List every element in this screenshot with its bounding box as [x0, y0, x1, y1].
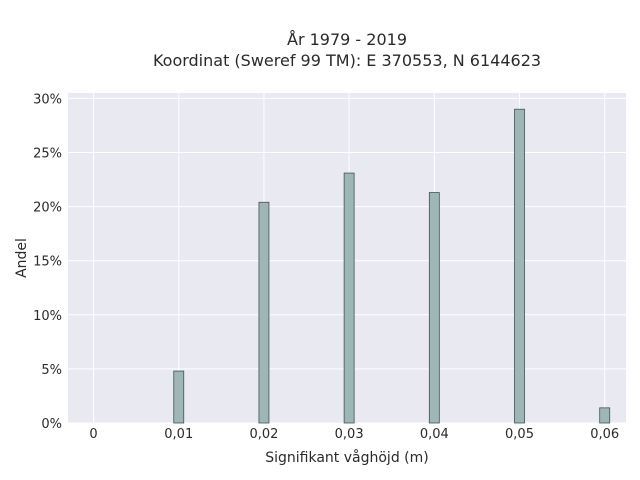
x-tick-label: 0,05	[505, 427, 534, 442]
bars	[173, 108, 611, 424]
bar	[343, 172, 355, 424]
x-tick-label: 0	[89, 427, 97, 442]
y-axis-label: Andel	[14, 238, 30, 278]
x-tick-label: 0,01	[164, 427, 193, 442]
y-tick-label: 5%	[41, 363, 62, 378]
y-tick-label: 20%	[33, 201, 62, 216]
x-axis-ticks: 0 0,01 0,02 0,03 0,04 0,05 0,06	[89, 427, 619, 442]
bar	[514, 108, 525, 424]
y-axis-ticks: 0% 5% 10% 15% 20% 25% 30%	[33, 92, 62, 432]
y-tick-label: 10%	[33, 309, 62, 324]
y-tick-label: 15%	[33, 255, 62, 270]
x-tick-label: 0,02	[249, 427, 278, 442]
x-tick-label: 0,03	[335, 427, 364, 442]
bar	[599, 407, 611, 424]
chart-subtitle: Koordinat (Sweref 99 TM): E 370553, N 61…	[153, 51, 541, 70]
y-tick-label: 30%	[33, 92, 62, 107]
y-tick-label: 0%	[41, 417, 62, 432]
bar	[258, 201, 270, 424]
x-tick-label: 0,04	[420, 427, 449, 442]
chart-title: År 1979 - 2019	[287, 30, 407, 49]
y-tick-label: 25%	[33, 147, 62, 162]
x-axis-label: Signifikant våghöjd (m)	[265, 449, 428, 466]
x-tick-label: 0,06	[590, 427, 619, 442]
bar	[173, 370, 185, 424]
bar	[428, 192, 440, 424]
